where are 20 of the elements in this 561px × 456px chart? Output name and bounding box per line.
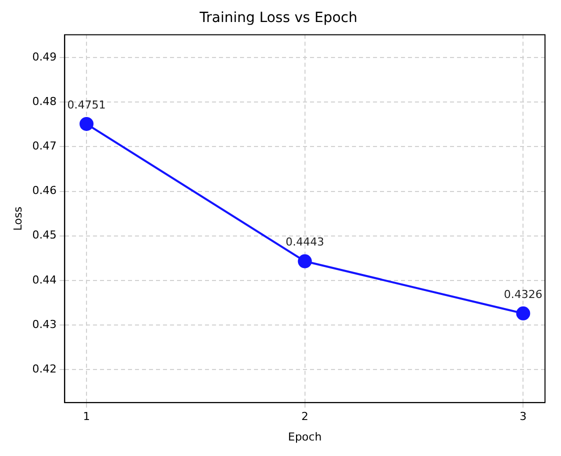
y-tick-label: 0.47 [32,140,57,153]
x-axis-title: Epoch [288,430,322,444]
data-label: 0.4326 [504,288,542,301]
chart-title: Training Loss vs Epoch [198,10,358,26]
y-axis-title: Loss [11,206,24,231]
data-label: 0.4443 [286,236,324,249]
y-tick-label: 0.46 [32,184,57,198]
y-tick-label: 0.48 [32,94,57,108]
y-tick-label: 0.49 [32,50,57,64]
x-tick-label: 2 [301,410,308,424]
x-tick-label: 1 [83,410,90,424]
point [516,306,530,320]
y-tick-label: 0.45 [32,228,57,242]
y-tick-label: 0.42 [32,362,57,376]
x-tick-label: 3 [520,410,527,424]
y-tick-label: 0.43 [32,318,57,331]
data-label: 0.4751 [67,98,106,112]
point [80,116,94,131]
y-tick-label: 0.44 [32,273,57,286]
point [298,254,312,268]
